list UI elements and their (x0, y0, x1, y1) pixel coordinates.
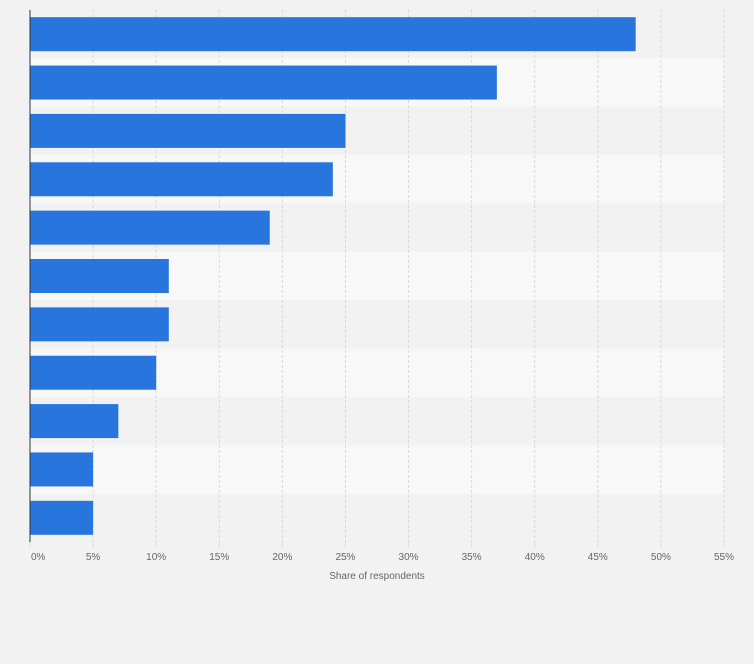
bar[interactable] (30, 500, 94, 535)
tick-label: 50% (651, 552, 671, 563)
row-band (30, 445, 724, 494)
bar[interactable] (30, 65, 497, 100)
tick-label: 25% (335, 552, 355, 563)
bar[interactable] (30, 307, 169, 342)
x-axis-ticks: 0% 5% 10% 15% 20% 25% 30% 35% 40% 45% 50% 55% (29, 542, 734, 563)
tick-label: 0% (31, 552, 46, 563)
bar[interactable] (30, 355, 157, 390)
tick-label: 45% (588, 552, 608, 563)
tick-label: 15% (209, 552, 229, 563)
row-band (30, 493, 724, 542)
tick-label: 10% (146, 552, 166, 563)
tick-label: 5% (86, 552, 101, 563)
tick-label: 40% (525, 552, 545, 563)
bar[interactable] (30, 404, 119, 439)
bar[interactable] (30, 17, 636, 52)
tick-label: 35% (462, 552, 482, 563)
row-band (30, 396, 724, 446)
bar[interactable] (30, 259, 169, 293)
bar[interactable] (30, 162, 333, 197)
tick-label: 20% (272, 552, 292, 563)
bar[interactable] (30, 210, 270, 245)
tick-label: 30% (399, 552, 419, 563)
bar[interactable] (30, 113, 346, 148)
bar[interactable] (30, 452, 94, 487)
x-axis-label: Share of respondents (329, 571, 425, 582)
bars (30, 17, 636, 535)
tick-label: 55% (714, 552, 734, 563)
